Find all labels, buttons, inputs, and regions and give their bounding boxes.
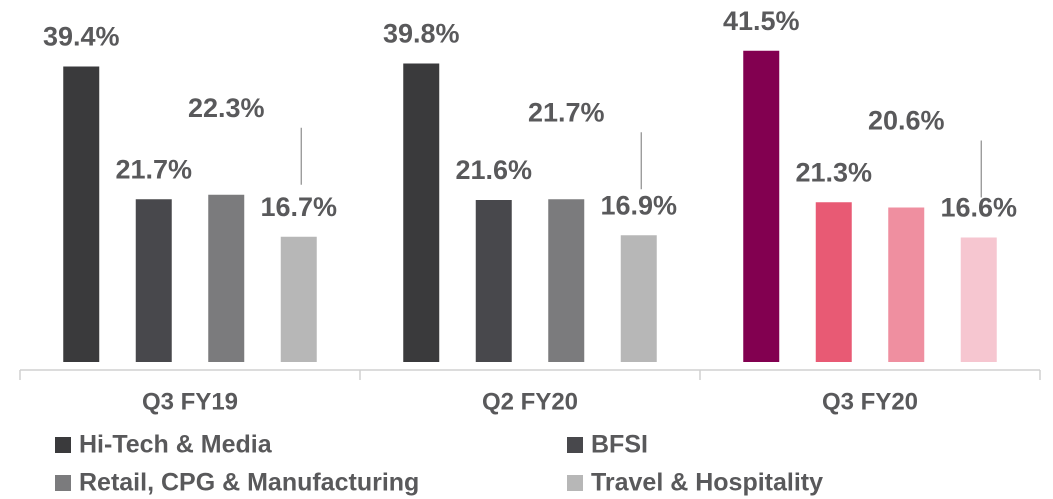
bar (135, 199, 172, 362)
legend-swatch (55, 475, 71, 491)
legend-swatch (567, 475, 583, 491)
data-label: 21.3% (795, 157, 872, 187)
bar (620, 235, 657, 362)
data-label: 16.7% (260, 192, 337, 222)
bar (63, 66, 100, 362)
data-label: 20.6% (868, 106, 945, 136)
bar (815, 202, 852, 362)
data-label: 22.3% (188, 93, 265, 123)
data-label: 39.8% (383, 19, 460, 49)
legend-label: Retail, CPG & Manufacturing (79, 469, 419, 497)
data-label: 41.5% (723, 6, 800, 36)
data-label: 16.9% (600, 190, 677, 220)
data-label: 39.4% (43, 22, 120, 52)
legend-label: BFSI (591, 431, 648, 459)
x-tick-label: Q3 FY19 (142, 388, 238, 415)
bar (888, 207, 925, 362)
bar (475, 200, 512, 362)
bar (548, 199, 585, 362)
data-label: 21.7% (528, 97, 605, 127)
bar (403, 63, 440, 362)
data-label: 16.6% (940, 193, 1017, 223)
legend-swatch (55, 437, 71, 453)
data-label: 21.7% (115, 154, 192, 184)
legend-swatch (567, 437, 583, 453)
bar (743, 50, 780, 362)
data-label: 21.6% (455, 155, 532, 185)
legend-label: Hi-Tech & Media (79, 431, 273, 459)
x-tick-label: Q3 FY20 (822, 388, 918, 415)
legend-label: Travel & Hospitality (591, 469, 823, 497)
bar (280, 236, 317, 362)
bar (208, 194, 245, 362)
bar (960, 237, 997, 362)
x-tick-label: Q2 FY20 (482, 388, 578, 415)
